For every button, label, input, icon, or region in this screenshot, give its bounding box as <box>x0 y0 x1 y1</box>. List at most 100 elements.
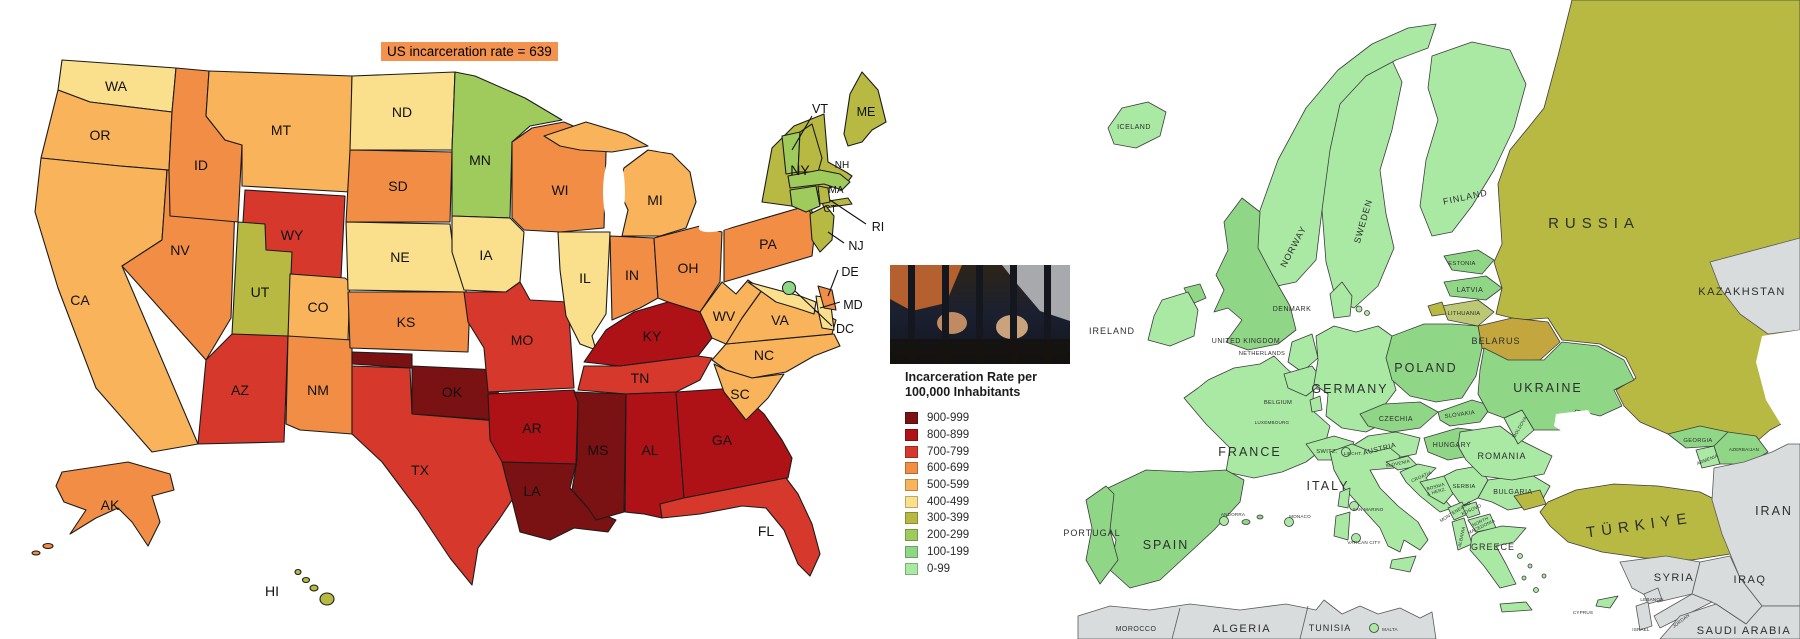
state-label-wv: WV <box>713 308 736 324</box>
legend-row: 200-299 <box>905 527 1055 544</box>
country-saudi-arabia <box>1659 603 1800 639</box>
leader-dc <box>794 290 833 327</box>
country-label-netherlands: NETHERLANDS <box>1239 351 1285 357</box>
marker-malta <box>1369 623 1379 633</box>
legend-row: 400-499 <box>905 493 1055 510</box>
marker-andorra <box>1219 516 1229 526</box>
country-lebanon <box>1643 587 1663 605</box>
leader-ri <box>829 199 867 225</box>
country-latvia <box>1443 275 1503 301</box>
country-label-ukraine: UKRAINE <box>1513 381 1583 395</box>
legend-swatch-100-199 <box>905 545 918 558</box>
state-label-nv: NV <box>170 242 190 258</box>
aegean-isle2 <box>1527 563 1533 569</box>
country-label-malta: MALTA <box>1382 627 1398 632</box>
state-hi-4 <box>319 592 335 606</box>
europe-map: ICELAND NORWAY SWEDEN FINLAND RUSSIA EST… <box>1063 0 1800 639</box>
state-mi <box>617 149 697 237</box>
country-russia <box>1493 0 1800 443</box>
country-label-monaco: MONACO <box>1289 514 1311 519</box>
state-label-nd: ND <box>392 104 412 120</box>
country-label-estonia: ESTONIA <box>1448 261 1475 267</box>
state-label-co: CO <box>308 299 329 315</box>
country-spain <box>1103 469 1245 589</box>
country-label-tunisia: TUNISIA <box>1309 623 1352 633</box>
state-ak-aleutians <box>42 542 54 550</box>
state-hi-1 <box>294 568 302 576</box>
country-label-romania: ROMANIA <box>1477 451 1526 461</box>
state-label-or: OR <box>90 127 111 143</box>
photo-bar-1 <box>908 265 915 364</box>
country-label-lebanon: LEBANON <box>1640 597 1663 602</box>
country-label-france: FRANCE <box>1218 445 1281 459</box>
lake-erie <box>698 211 746 233</box>
state-mo <box>463 281 575 393</box>
country-ireland <box>1147 291 1199 347</box>
state-label-ak: AK <box>101 497 120 513</box>
country-crete <box>1499 601 1533 613</box>
state-fl <box>659 477 821 577</box>
legend-swatch-600-699 <box>905 462 918 475</box>
country-label-vatican-city: VATICAN CITY <box>1347 540 1380 545</box>
state-label-ky: KY <box>643 328 662 344</box>
legend-swatch-800-899 <box>905 429 918 442</box>
country-lithuania <box>1441 299 1495 327</box>
state-label-tn: TN <box>631 370 650 386</box>
state-label-mt: MT <box>271 122 292 138</box>
country-sweden <box>1321 55 1403 309</box>
legend-rows: 900-999 800-899 700-799 600-699 500-599 … <box>905 410 1055 577</box>
state-label-az: AZ <box>231 382 249 398</box>
country-balearic2 <box>1256 514 1264 520</box>
aegean-isle5 <box>1541 573 1547 579</box>
state-label-nj: NJ <box>848 239 863 253</box>
country-label-italy: ITALY <box>1307 479 1350 493</box>
legend-row: 700-799 <box>905 443 1055 460</box>
country-netherlands <box>1287 333 1319 373</box>
country-turkiye-thrace <box>1513 489 1547 511</box>
state-label-ga: GA <box>712 432 733 448</box>
state-sc <box>713 363 785 421</box>
legend-title-line2: 100,000 Inhabitants <box>905 385 1021 399</box>
north-africa-strip <box>1077 599 1437 639</box>
country-iceland <box>1107 101 1167 149</box>
country-slovakia <box>1437 399 1493 427</box>
country-label-poland: POLAND <box>1394 361 1457 375</box>
state-label-sd: SD <box>388 178 407 194</box>
country-label-latvia: LATVIA <box>1457 287 1484 294</box>
legend-range: 200-299 <box>927 529 970 542</box>
state-label-hi: HI <box>265 583 279 599</box>
legend-range: 100-199 <box>927 545 970 558</box>
state-me <box>843 71 887 147</box>
us-rate-annotation: US incarceration rate = 639 <box>381 42 558 61</box>
legend-row: 500-599 <box>905 477 1055 494</box>
state-label-sc: SC <box>730 386 749 402</box>
country-label-kazakhstan: KAZAKHSTAN <box>1698 286 1786 298</box>
lake-huron <box>653 128 691 152</box>
legend-range: 600-699 <box>927 462 970 475</box>
state-label-ut: UT <box>251 284 270 300</box>
country-label-albania: ALBANIA <box>1457 525 1466 547</box>
state-md <box>747 281 817 315</box>
photo-shadow <box>890 339 1070 364</box>
state-nj <box>809 205 835 253</box>
photo-bar-4 <box>1010 265 1017 364</box>
state-label-id: ID <box>194 157 208 173</box>
state-label-mo: MO <box>511 332 534 348</box>
marker-liechtenstein <box>1341 447 1351 457</box>
state-nh <box>797 123 823 173</box>
state-label-ia: IA <box>479 247 493 263</box>
country-label-iceland: ICELAND <box>1117 124 1151 131</box>
country-label-lithuania: LITHUANIA <box>1448 311 1481 317</box>
state-ks <box>347 291 471 353</box>
country-romania <box>1457 425 1553 481</box>
country-label-hungary: HUNGARY <box>1433 442 1471 449</box>
marker-monaco <box>1284 517 1294 527</box>
country-poland <box>1385 323 1483 403</box>
state-label-nh: NH <box>835 160 849 171</box>
country-label-andorra: ANDORRA <box>1221 512 1246 517</box>
state-label-in: IN <box>625 267 639 283</box>
photo-bar-3 <box>976 265 983 364</box>
prison-photo-art <box>890 265 1070 364</box>
